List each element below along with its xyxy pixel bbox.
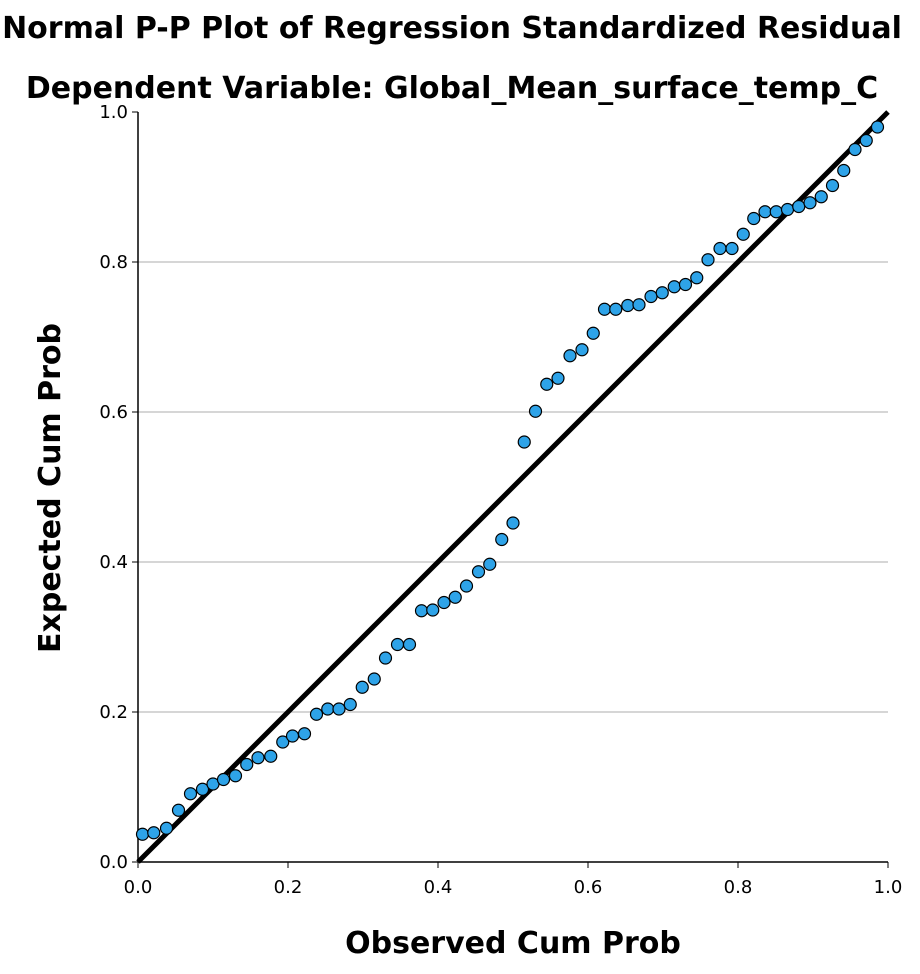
data-point-38 [575,343,589,357]
data-point-25 [426,603,440,617]
data-point-61 [837,163,851,178]
data-point-31 [495,532,509,547]
data-point-20 [367,672,381,686]
reference-line-group [136,110,890,864]
data-point-54 [758,205,772,219]
x-tick-label-2: 0.4 [424,877,453,898]
data-point-49 [701,253,715,267]
chart-subtitle: Dependent Variable: Global_Mean_surface_… [26,71,878,106]
data-point-2 [159,821,174,835]
data-point-50 [713,241,727,256]
data-point-57 [792,199,806,214]
data-points [135,120,885,841]
data-point-12 [276,735,290,749]
data-point-63 [859,133,873,148]
y-tick-label-3: 0.6 [99,402,128,423]
data-point-1 [147,826,161,840]
data-point-32 [506,516,520,530]
x-tick-label-1: 0.2 [274,877,303,898]
data-point-47 [678,277,693,292]
data-point-28 [459,579,474,593]
data-point-53 [747,211,761,226]
data-point-27 [448,590,462,604]
data-point-42 [621,298,635,313]
y-tick-label-1: 0.2 [99,702,128,723]
y-tick-label-2: 0.4 [99,552,128,573]
data-point-24 [414,604,429,618]
axes [132,111,889,868]
data-point-40 [597,302,612,316]
data-point-9 [240,757,254,772]
data-point-56 [780,202,795,217]
reference-line [136,110,890,864]
data-point-45 [655,286,669,300]
data-point-30 [483,557,497,571]
grid-lines [138,261,888,713]
data-point-51 [725,241,739,256]
data-point-34 [528,404,543,418]
data-point-62 [848,142,862,157]
data-point-64 [870,120,885,134]
y-axis-label: Expected Cum Prob [33,323,68,653]
data-point-39 [586,326,600,340]
data-point-8 [228,769,243,783]
data-point-22 [390,637,405,652]
data-point-48 [690,271,704,285]
data-point-17 [332,702,346,716]
x-tick-label-4: 0.8 [724,877,753,898]
data-point-4 [183,787,198,801]
data-point-7 [216,772,231,787]
data-point-58 [803,196,817,210]
data-point-43 [632,298,646,312]
x-tick-label-5: 1.0 [874,877,903,898]
y-tick-labels: 0.0 0.2 0.4 0.6 0.8 1.0 [99,102,128,873]
y-tick-label-5: 1.0 [99,102,128,123]
data-point-35 [540,377,554,391]
data-point-29 [471,565,486,579]
data-point-46 [667,280,681,294]
chart-title: Normal P-P Plot of Regression Standardiz… [2,11,902,46]
data-point-33 [517,435,531,449]
data-point-41 [609,302,623,316]
data-point-44 [644,289,658,304]
x-tick-label-3: 0.6 [574,877,603,898]
data-point-3 [171,803,186,817]
data-point-21 [378,651,393,665]
x-tick-label-0: 0.0 [124,877,153,898]
data-point-36 [551,371,565,385]
data-point-16 [321,702,335,716]
data-point-11 [264,749,278,763]
data-point-60 [825,178,840,193]
data-point-59 [814,190,828,204]
data-point-14 [297,727,312,741]
data-point-55 [769,205,783,219]
data-point-23 [402,637,417,652]
y-tick-label-0: 0.0 [99,852,128,873]
data-point-10 [251,751,265,765]
x-axis-label: Observed Cum Prob [345,926,681,961]
data-point-37 [563,349,577,363]
data-point-13 [285,729,300,743]
x-tick-labels: 0.0 0.2 0.4 0.6 0.8 1.0 [124,877,903,898]
data-point-19 [355,680,369,694]
data-point-5 [195,782,210,796]
data-point-15 [309,707,324,721]
y-tick-label-4: 0.8 [99,252,128,273]
data-point-26 [437,595,451,610]
data-point-18 [343,697,357,712]
data-point-0 [135,827,150,841]
data-point-52 [736,227,750,241]
